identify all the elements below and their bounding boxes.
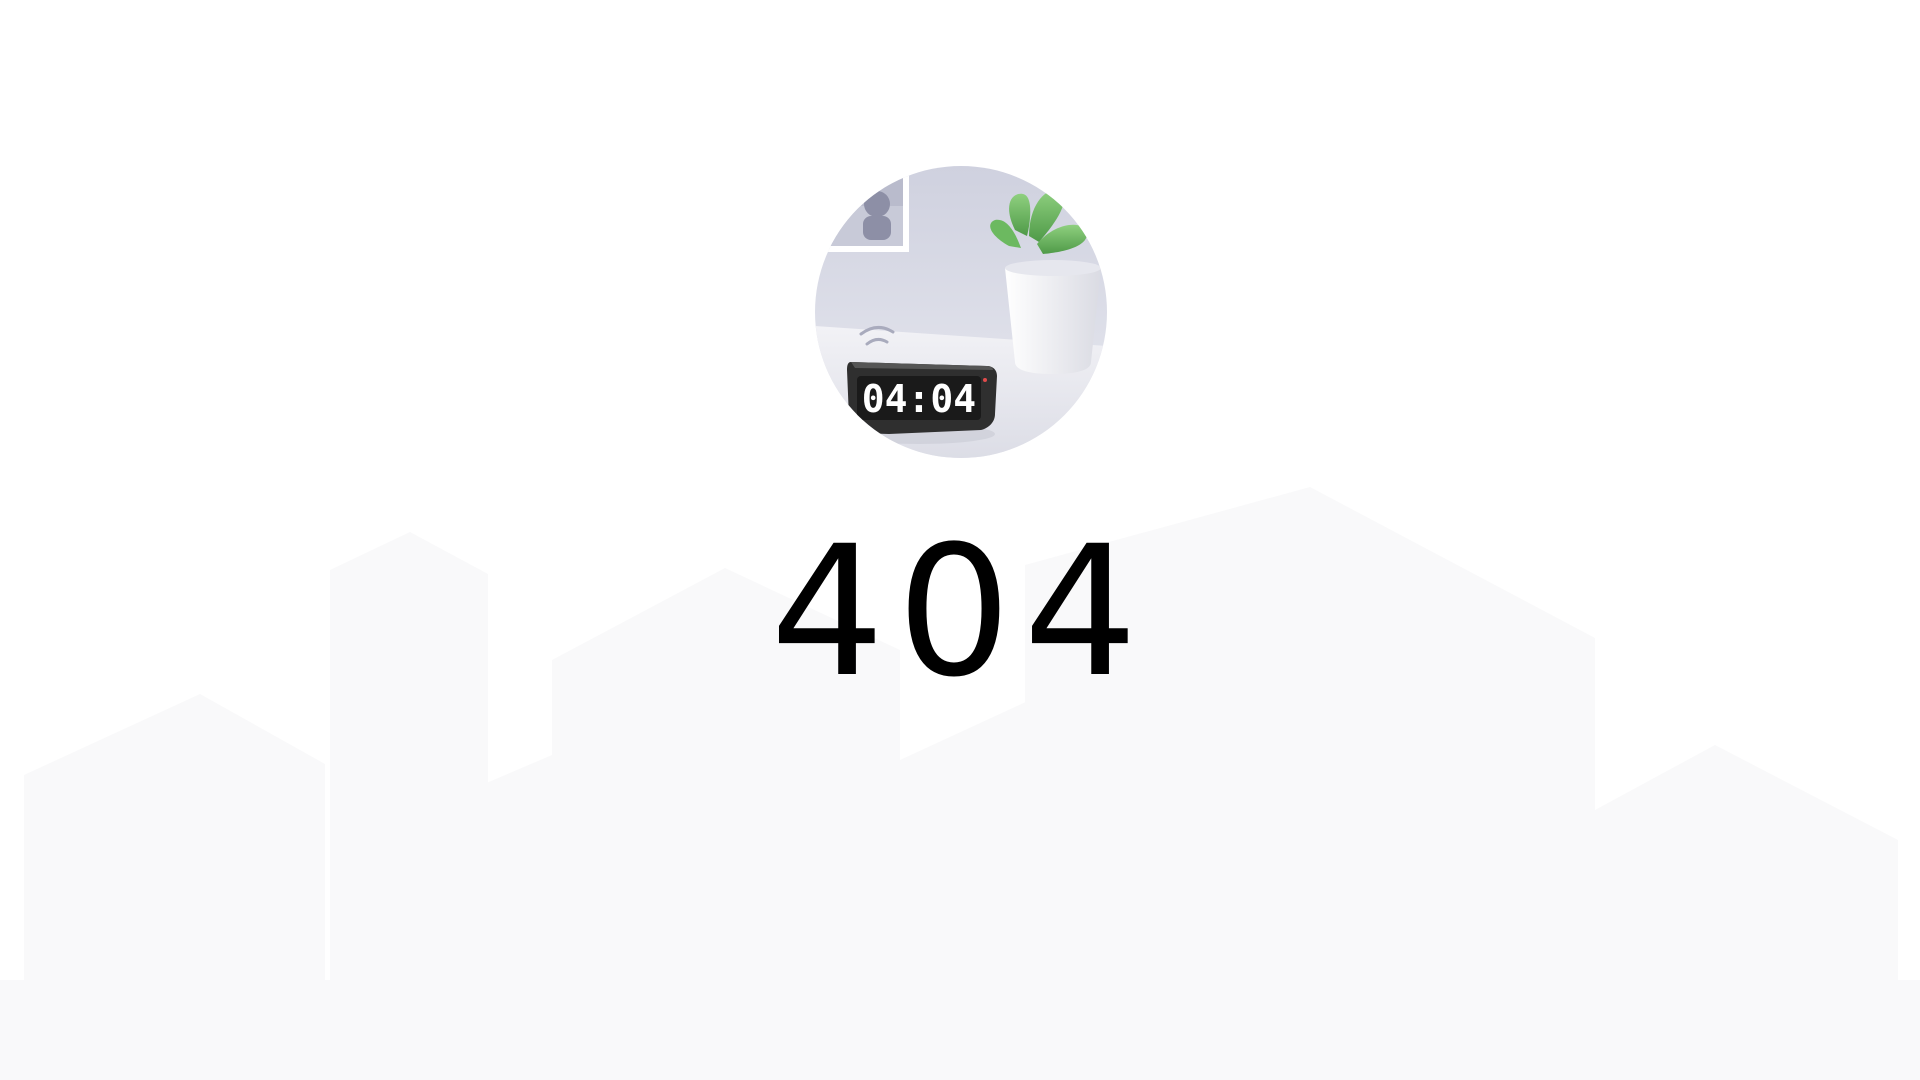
illustration: 04:04	[815, 166, 1107, 458]
clock-time: 04:04	[862, 377, 976, 421]
skyline-building	[1025, 487, 1595, 1080]
skyline-building	[552, 568, 900, 1080]
skyline-base	[0, 980, 1920, 1080]
error-code: 404	[770, 508, 1150, 717]
sound-wave-icon	[859, 326, 895, 346]
picture-frame-icon	[815, 166, 909, 252]
skyline-tower	[330, 532, 488, 1080]
alarm-clock-icon: 04:04	[843, 362, 997, 444]
plant-pot-icon	[990, 189, 1101, 374]
